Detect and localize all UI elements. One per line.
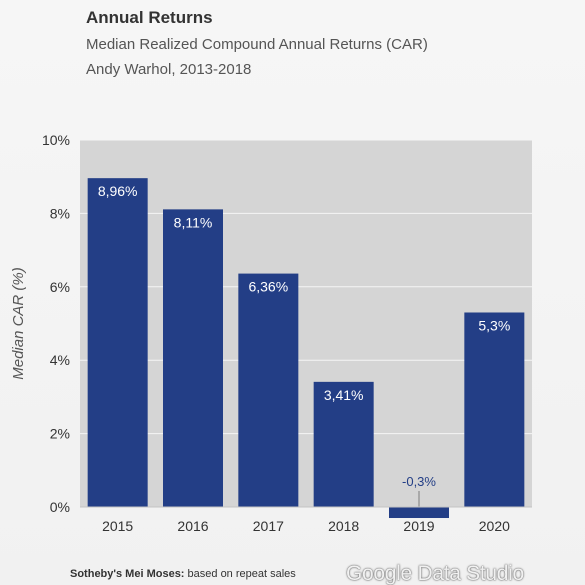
x-tick-label: 2016 [177, 518, 208, 534]
bar-2017 [238, 273, 299, 507]
bar-2015 [87, 178, 148, 507]
source-name: Sotheby's Mei Moses: [70, 568, 185, 580]
data-label: -0,3% [402, 474, 436, 489]
bar-2018 [313, 381, 374, 507]
y-tick-label: 0% [50, 499, 70, 515]
watermark-text: Google Data Studio [346, 562, 524, 585]
chart-title: Annual Returns [86, 8, 213, 27]
bar-2020 [464, 312, 525, 507]
y-tick-label: 6% [50, 279, 70, 295]
data-label: 3,41% [324, 387, 364, 403]
bar-2019 [389, 507, 449, 519]
chart-subtitle: Median Realized Compound Annual Returns … [86, 36, 428, 53]
plot-area [80, 140, 532, 507]
y-axis-title: Median CAR (%) [10, 267, 27, 380]
y-tick-label: 4% [50, 352, 70, 368]
data-label: 8,11% [174, 214, 213, 230]
source-description: based on repeat sales [184, 568, 296, 580]
bar-2016 [163, 209, 223, 507]
x-tick-label: 2017 [253, 518, 284, 534]
data-label: 8,96% [98, 183, 138, 199]
y-tick-label: 2% [50, 426, 70, 442]
x-tick-label: 2018 [328, 518, 359, 534]
x-tick-label: 2019 [403, 518, 434, 534]
y-tick-label: 10% [42, 132, 70, 148]
data-label: 5,3% [478, 317, 510, 333]
data-label: 6,36% [248, 279, 288, 295]
y-tick-label: 8% [50, 205, 70, 221]
x-tick-label: 2015 [102, 518, 133, 534]
source-note: Sotheby's Mei Moses: based on repeat sal… [70, 568, 296, 580]
x-tick-label: 2020 [479, 518, 510, 534]
chart-subtitle-artist: Andy Warhol, 2013-2018 [86, 61, 252, 78]
